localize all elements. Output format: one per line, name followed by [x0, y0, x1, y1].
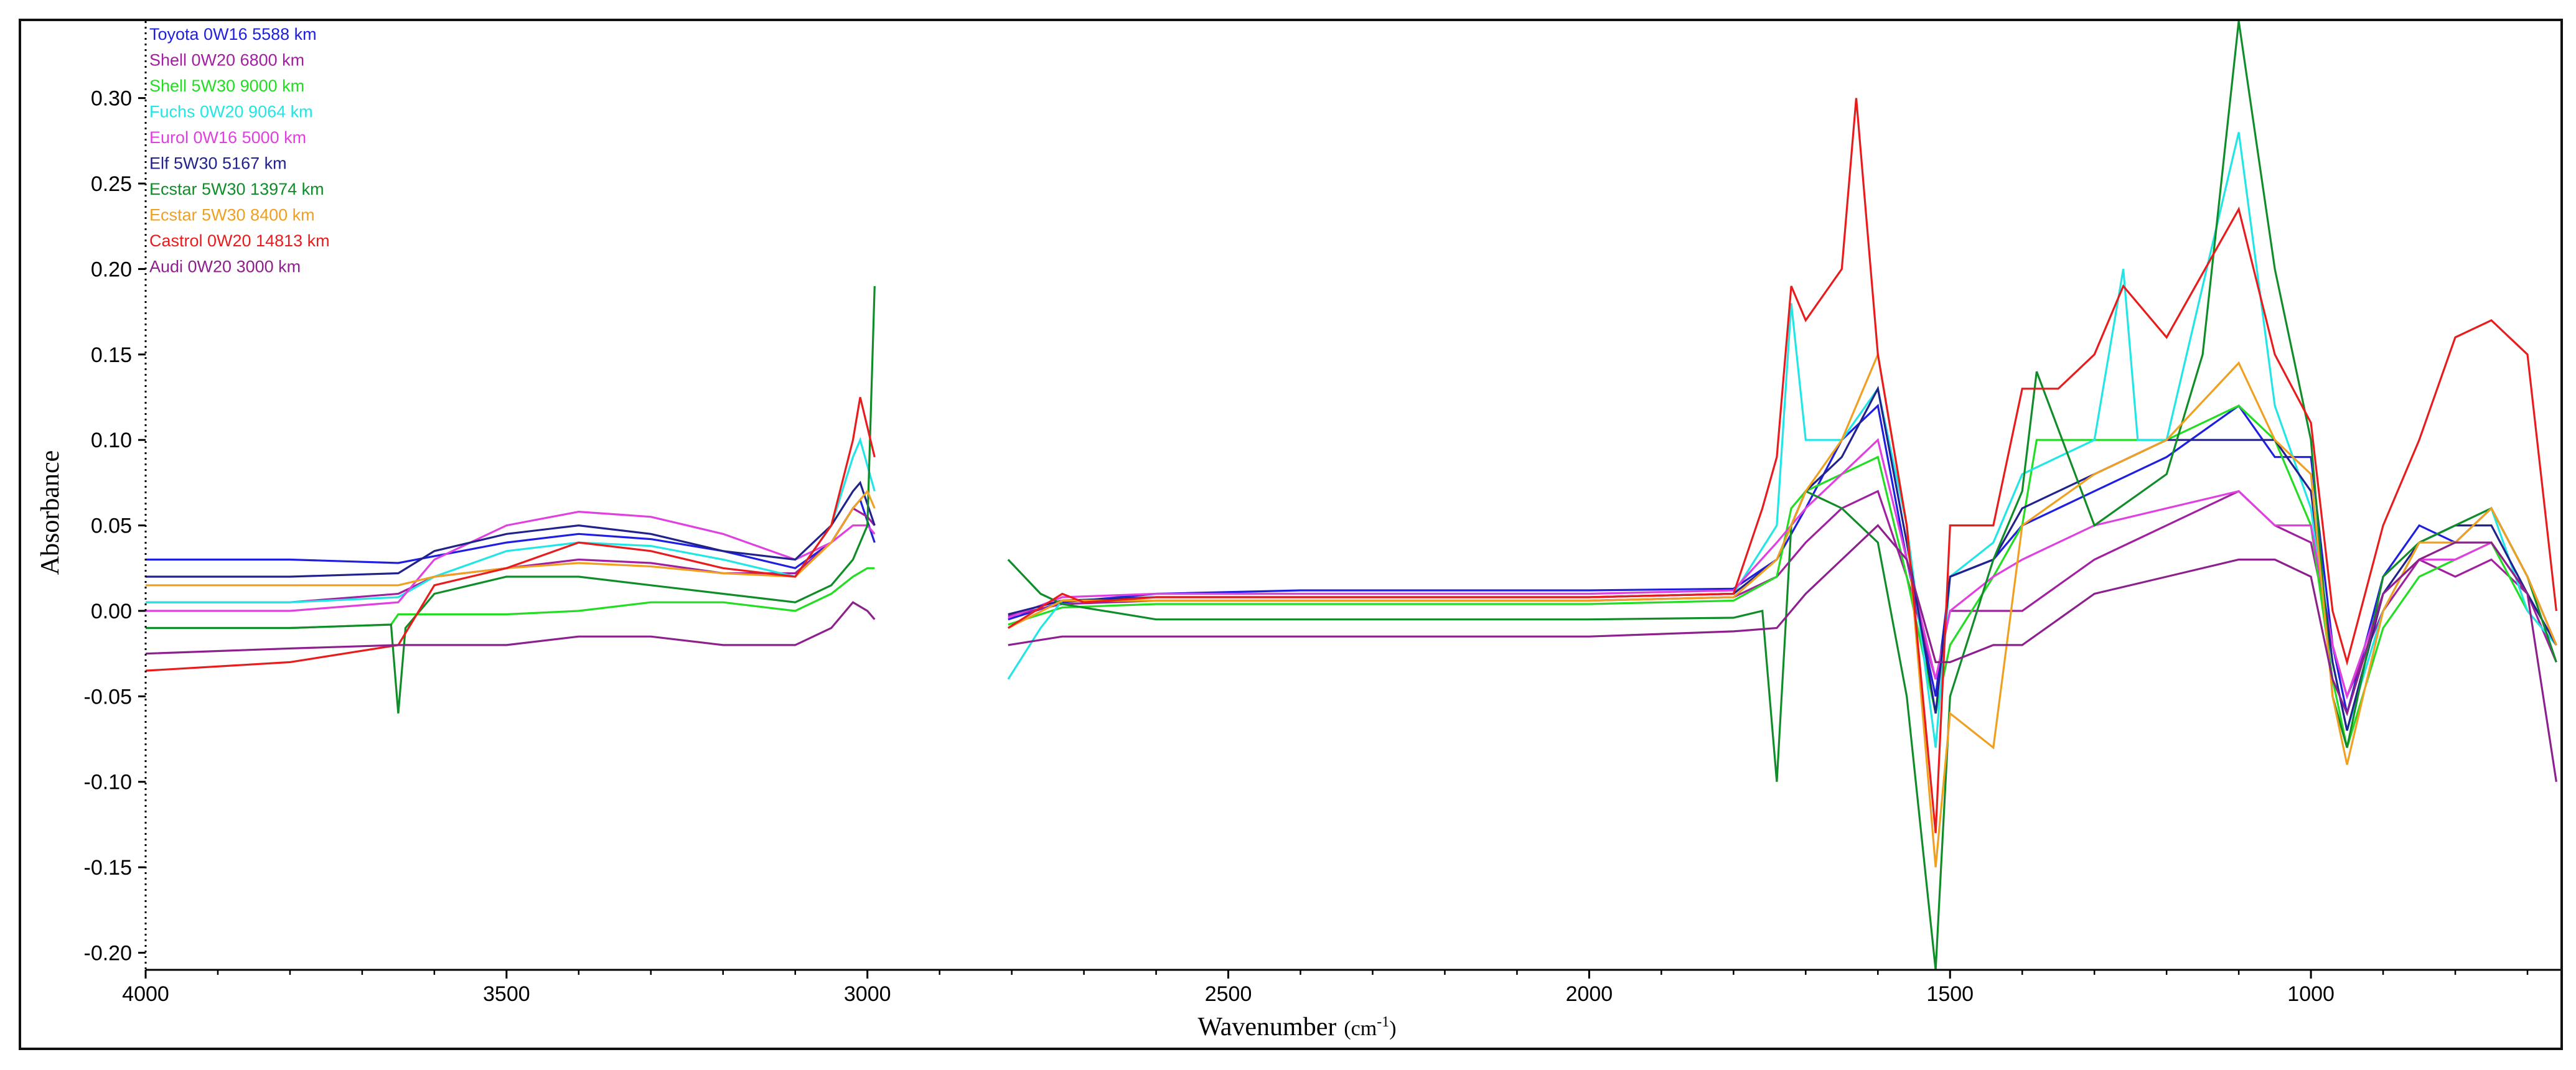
ir-spectrum-chart: 4000 3500 3000 2500 2000 1500 1000 -0.20 -0.15 -0…: [36, 21, 2560, 1041]
x-axis-title: Wavenumber (cm-1): [1197, 1013, 1396, 1041]
legend-entry: Elf 5W30 5167 km: [149, 154, 287, 173]
series-line-10: [146, 524, 2557, 782]
chart-frame: 4000 3500 3000 2500 2000 1500 1000 -0.20 -0.15 -0…: [19, 19, 2563, 1050]
series-line-7: [146, 21, 2557, 970]
y-tick-label: -0.05: [84, 685, 133, 709]
x-tick-label: 3000: [844, 982, 891, 1006]
y-tick-label: -0.20: [84, 942, 133, 965]
y-tick-label: -0.15: [84, 856, 133, 880]
legend-entry: Eurol 0W16 5000 km: [149, 128, 306, 147]
legend-entry: Castrol 0W20 14813 km: [149, 231, 330, 250]
legend-entry: Fuchs 0W20 9064 km: [149, 103, 313, 121]
x-axis-unit-open: (: [1344, 1017, 1351, 1040]
x-axis-unit-exp: -1: [1377, 1014, 1389, 1030]
legend-entry: Shell 5W30 9000 km: [149, 77, 304, 95]
legend-entry: Toyota 0W16 5588 km: [149, 25, 317, 44]
series-layer: [146, 21, 2557, 970]
y-tick-label: 0.25: [91, 172, 132, 196]
x-axis-title-text: Wavenumber: [1197, 1013, 1336, 1041]
y-tick-label: 0.20: [91, 258, 132, 281]
x-axis-unit: cm: [1351, 1017, 1377, 1040]
y-tick-label: 0.00: [91, 600, 132, 623]
legend-entry: Audi 0W20 3000 km: [149, 258, 301, 276]
y-tick-label: -0.10: [84, 771, 133, 794]
legend-entry: Ecstar 5W30 8400 km: [149, 206, 315, 225]
y-tick-label: 0.05: [91, 514, 132, 538]
series-line-6: [146, 385, 2557, 731]
y-tick-label: 0.10: [91, 429, 132, 452]
series-line-9: [146, 98, 2557, 834]
axes-layer: 4000 3500 3000 2500 2000 1500 1000 -0.20 -0.15 -0…: [84, 21, 2560, 1006]
y-axis-title: Absorbance: [36, 450, 65, 575]
y-tick-label: 0.15: [91, 343, 132, 367]
x-tick-label: 1500: [1926, 982, 1974, 1006]
series-line-1: [146, 404, 2557, 714]
legend: Toyota 0W16 5588 km Shell 0W20 6800 km She…: [149, 25, 330, 276]
legend-entry: Shell 0W20 6800 km: [149, 51, 304, 70]
series-line-8: [146, 351, 2557, 868]
x-axis-unit-close: ): [1389, 1017, 1396, 1040]
x-tick-label: 4000: [122, 982, 169, 1006]
x-tick-label: 3500: [483, 982, 530, 1006]
y-tick-label: 0.30: [91, 87, 132, 111]
legend-entry: Ecstar 5W30 13974 km: [149, 180, 324, 198]
x-tick-label: 1000: [2287, 982, 2335, 1006]
x-tick-label: 2500: [1205, 982, 1252, 1006]
x-tick-label: 2000: [1566, 982, 1613, 1006]
